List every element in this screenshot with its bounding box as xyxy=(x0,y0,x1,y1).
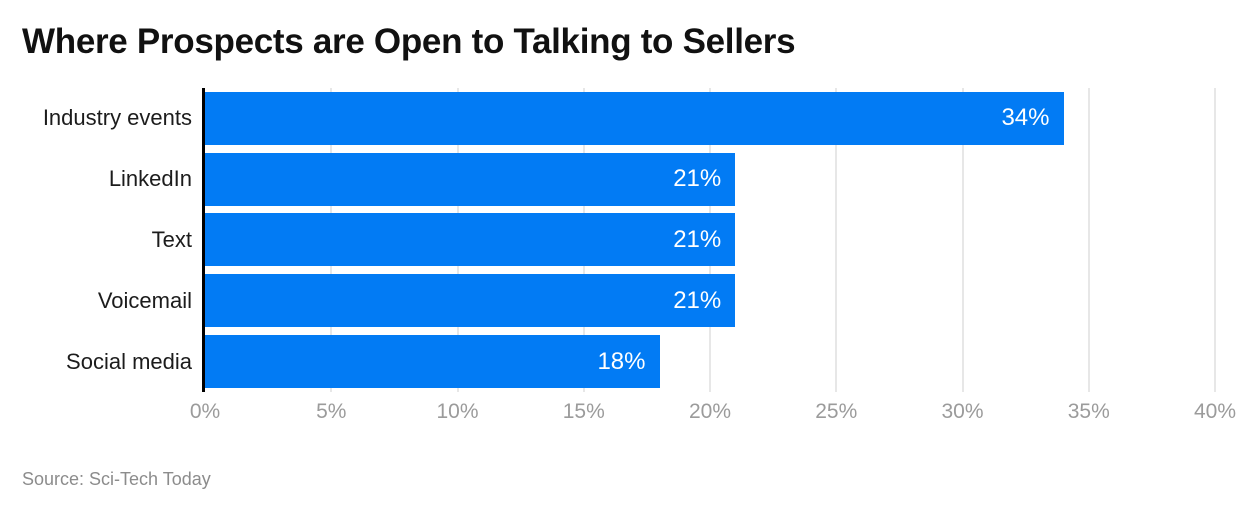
bar-row: 21% xyxy=(205,270,1215,331)
bar-row: 34% xyxy=(205,88,1215,149)
x-axis-tick: 5% xyxy=(316,400,347,423)
bar-linkedin: 21% xyxy=(205,152,736,206)
bar-value-label: 18% xyxy=(597,347,646,375)
bar-row: 21% xyxy=(205,210,1215,271)
bar-value-label: 21% xyxy=(673,225,722,253)
plot-area: 34% 21% 21% 21% 18% xyxy=(202,88,1216,392)
x-axis-tick: 20% xyxy=(688,400,732,423)
gridline xyxy=(1087,88,1090,392)
x-axis-tick: 10% xyxy=(436,400,479,423)
x-axis: 0% 5% 10% 15% 20% 25% 30% 35% 40% xyxy=(190,400,1236,430)
category-label: Industry events xyxy=(42,105,192,131)
category-axis: Industry events LinkedIn Text Voicemail Soci… xyxy=(0,88,192,392)
bar-row: 18% xyxy=(205,331,1215,392)
bar-social-media: 18% xyxy=(205,335,660,389)
source-note: Source: Sci-Tech Today xyxy=(22,469,211,489)
category-label: Voicemail xyxy=(97,287,192,313)
bar-value-label: 21% xyxy=(673,165,722,193)
x-axis-tick: 25% xyxy=(815,400,858,423)
category-label: Social media xyxy=(66,348,192,374)
category-label: LinkedIn xyxy=(108,166,192,192)
y-axis-line xyxy=(202,88,205,392)
bar-row: 21% xyxy=(205,149,1215,210)
x-axis-tick: 15% xyxy=(562,400,605,423)
x-axis-tick: 30% xyxy=(941,400,984,423)
bar-value-label: 34% xyxy=(1001,104,1050,132)
x-axis-tick: 0% xyxy=(189,400,221,423)
bar-value-label: 21% xyxy=(673,286,722,314)
gridline xyxy=(1214,88,1216,392)
x-axis-tick: 35% xyxy=(1067,400,1110,423)
gridline xyxy=(835,88,838,392)
category-label: Text xyxy=(151,226,192,252)
x-axis-tick: 40% xyxy=(1193,400,1237,423)
chart-title: Where Prospects are Open to Talking to S… xyxy=(22,22,796,61)
bar-text: 21% xyxy=(205,213,736,267)
bar-industry-events: 34% xyxy=(205,91,1064,145)
gridline xyxy=(961,88,964,392)
bar-voicemail: 21% xyxy=(205,274,736,328)
